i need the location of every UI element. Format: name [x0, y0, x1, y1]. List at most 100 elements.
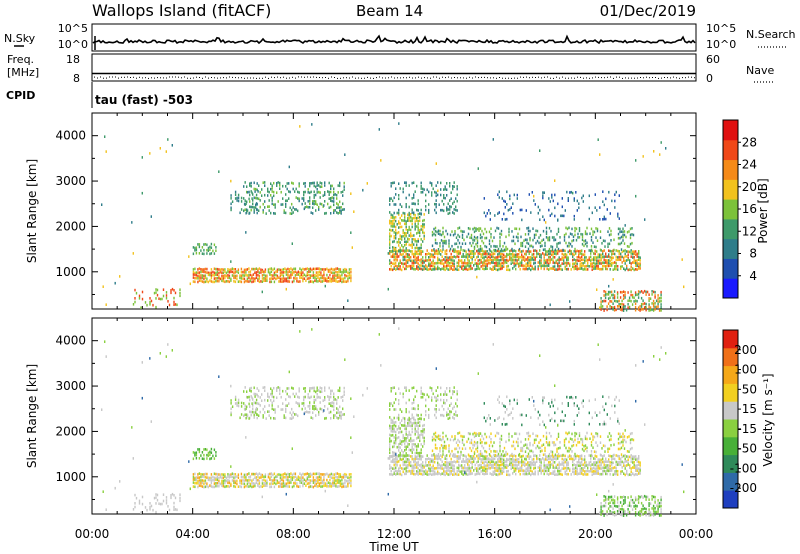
power-cell	[246, 274, 249, 277]
power-cell	[452, 262, 454, 265]
power-cell	[578, 255, 580, 259]
velocity-cell	[438, 463, 440, 466]
power-cell	[645, 302, 647, 306]
power-cell	[488, 248, 491, 251]
velocity-cell	[395, 441, 397, 445]
power-cell	[455, 267, 457, 271]
velocity-cell	[252, 482, 255, 485]
power-cell	[176, 303, 178, 307]
velocity-cell	[347, 484, 349, 488]
velocity-cell	[425, 464, 427, 467]
velocity-cell	[632, 466, 634, 469]
power-cell	[271, 196, 273, 200]
power-cell	[402, 231, 404, 235]
nave-dot	[550, 77, 551, 79]
power-cell	[444, 249, 446, 253]
velocity-cell	[308, 475, 310, 478]
power-cell	[447, 268, 449, 271]
velocity-cell	[250, 390, 252, 393]
power-cell	[408, 234, 410, 237]
velocity-cell	[215, 478, 217, 481]
power-cell	[618, 252, 620, 255]
power-cell	[552, 256, 554, 259]
power-cell	[405, 267, 407, 271]
velocity-cell	[564, 454, 566, 458]
power-cell	[276, 270, 279, 273]
power-cell	[567, 256, 569, 259]
power-cell	[628, 299, 631, 302]
velocity-cell	[303, 402, 305, 405]
velocity-cell	[413, 460, 415, 464]
power-cell	[543, 191, 545, 194]
power-cell	[452, 248, 455, 251]
power-cell	[231, 274, 234, 277]
power-cell	[273, 267, 276, 271]
power-cell	[539, 218, 541, 221]
power-cell	[405, 232, 407, 235]
velocity-cell	[531, 458, 533, 461]
power-cell	[268, 199, 270, 202]
power-colorbar-label: Power [dB]	[756, 178, 770, 243]
nave-dot	[385, 77, 386, 79]
power-cell	[621, 302, 623, 306]
velocity-cell	[488, 464, 490, 467]
velocity-cell	[459, 464, 461, 468]
velocity-cell	[531, 461, 533, 465]
velocity-cell	[333, 481, 336, 485]
power-cell	[554, 248, 557, 252]
power-cell	[416, 240, 418, 243]
power-cell	[264, 270, 267, 274]
power-cell	[467, 264, 469, 267]
power-cell	[561, 262, 563, 265]
nave-dot	[664, 77, 665, 78]
power-cell	[545, 261, 547, 264]
velocity-cell	[543, 469, 545, 473]
power-cell	[395, 234, 397, 237]
power-cell	[203, 248, 205, 252]
nave-dot	[379, 76, 380, 78]
velocity-cell	[579, 472, 581, 475]
velocity-cell	[426, 473, 428, 476]
velocity-cell	[224, 485, 226, 489]
power-cell	[405, 184, 407, 187]
power-cell	[514, 242, 516, 246]
velocity-cell	[569, 467, 571, 471]
power-cell	[309, 274, 312, 277]
power-cell	[395, 225, 397, 229]
power-cell	[285, 202, 287, 206]
velocity-cell	[476, 467, 478, 470]
power-cell	[546, 250, 548, 253]
velocity-cell	[243, 476, 246, 479]
power-cell	[282, 271, 285, 274]
velocity-cell	[285, 482, 288, 486]
velocity-cell	[402, 457, 404, 461]
power-cell	[486, 264, 488, 267]
velocity-cell	[203, 482, 205, 486]
power-cell	[544, 248, 546, 251]
power-cell	[399, 222, 401, 225]
velocity-cell	[276, 389, 278, 392]
power-cell	[287, 273, 289, 277]
power-cell	[405, 220, 407, 223]
velocity-cell	[255, 407, 258, 410]
power-cell	[509, 255, 511, 259]
velocity-cell	[602, 457, 604, 461]
power-cell	[447, 259, 449, 262]
power-cell	[378, 128, 380, 131]
velocity-cell	[527, 469, 529, 472]
power-cell	[530, 261, 532, 264]
velocity-cell	[458, 464, 460, 467]
velocity-cell	[216, 472, 219, 476]
power-cell	[395, 248, 397, 251]
nave-dot	[601, 77, 602, 79]
power-cell	[246, 200, 248, 204]
power-cell	[459, 250, 461, 253]
velocity-cell	[319, 386, 321, 390]
power-cell	[599, 259, 601, 262]
power-cell	[218, 268, 220, 271]
power-cell	[454, 242, 456, 246]
power-cell	[321, 274, 324, 278]
velocity-cell	[548, 457, 550, 461]
velocity-cell	[240, 485, 243, 489]
nave-dot	[190, 77, 191, 79]
